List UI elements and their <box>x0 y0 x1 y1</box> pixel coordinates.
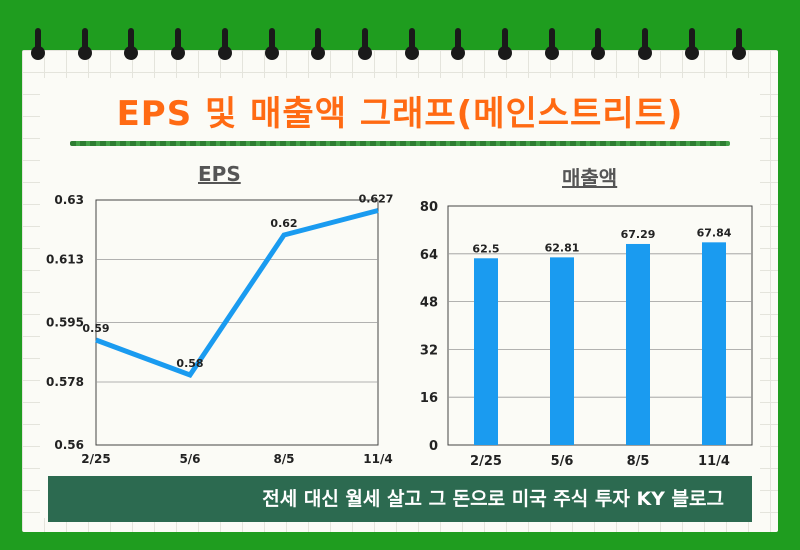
eps-xtick-label: 5/6 <box>179 452 200 466</box>
ring-hole <box>451 46 466 60</box>
revenue-xtick-label: 2/25 <box>470 454 502 469</box>
eps-ytick-label: 0.613 <box>46 253 84 267</box>
ring-hook <box>35 28 41 52</box>
ring-9 <box>403 28 421 64</box>
revenue-bar <box>474 258 498 445</box>
eps-data-label: 0.627 <box>359 193 394 206</box>
revenue-ytick-label: 0 <box>429 439 438 454</box>
eps-data-label: 0.59 <box>82 322 109 335</box>
revenue-ytick-label: 32 <box>420 343 438 358</box>
ring-10 <box>449 28 467 64</box>
ring-hook <box>455 28 462 52</box>
ring-13 <box>589 28 607 64</box>
ring-hole <box>31 46 45 60</box>
ring-hole <box>217 46 232 60</box>
ring-7 <box>309 28 327 64</box>
ring-hole <box>684 46 699 60</box>
eps-chart-title: EPS <box>198 162 241 186</box>
ring-12 <box>543 28 561 64</box>
ring-2 <box>76 28 94 64</box>
revenue-data-label: 62.5 <box>472 242 499 255</box>
ring-11 <box>496 28 514 64</box>
ring-15 <box>683 28 701 64</box>
revenue-bar <box>702 242 726 445</box>
ring-hole <box>731 46 746 60</box>
ring-6 <box>263 28 281 64</box>
ring-hook <box>175 28 182 52</box>
revenue-ytick-label: 80 <box>420 200 438 215</box>
ring-3 <box>122 28 140 64</box>
ring-hook <box>408 28 415 52</box>
ring-hook <box>735 28 742 52</box>
ring-hook <box>642 28 649 52</box>
revenue-xtick-label: 11/4 <box>698 454 730 469</box>
footer-banner: 전세 대신 월세 살고 그 돈으로 미국 주식 투자 KY 블로그 <box>48 476 752 522</box>
ring-hook <box>595 28 602 52</box>
revenue-xtick-label: 8/5 <box>627 454 650 469</box>
ring-hole <box>311 46 326 60</box>
ring-hole <box>404 46 419 60</box>
ring-hole <box>638 46 653 60</box>
eps-data-label: 0.58 <box>176 357 203 370</box>
ring-hole <box>591 46 606 60</box>
ring-hook <box>221 28 228 52</box>
revenue-ytick-label: 64 <box>420 248 438 263</box>
ring-hook <box>361 28 368 52</box>
ring-hook <box>81 28 88 52</box>
revenue-ytick-label: 16 <box>420 391 438 406</box>
ring-16 <box>730 28 748 64</box>
ring-hole <box>498 46 512 60</box>
eps-ytick-label: 0.595 <box>46 316 84 330</box>
eps-ytick-label: 0.578 <box>46 375 84 389</box>
ring-hook <box>688 28 695 52</box>
ring-hole <box>124 46 139 60</box>
eps-data-label: 0.62 <box>270 217 297 230</box>
footer-text: 전세 대신 월세 살고 그 돈으로 미국 주식 투자 KY 블로그 <box>262 488 724 510</box>
eps-xtick-label: 2/25 <box>81 452 110 466</box>
revenue-chart-title: 매출액 <box>562 166 618 190</box>
ring-8 <box>356 28 374 64</box>
ring-hook <box>268 28 275 52</box>
ring-hook <box>315 28 322 52</box>
ring-4 <box>169 28 187 64</box>
eps-series-line <box>95 208 379 379</box>
revenue-xtick-label: 5/6 <box>551 454 574 469</box>
revenue-bar <box>626 243 650 445</box>
revenue-plot-area <box>447 205 753 446</box>
ring-hole <box>264 46 279 60</box>
notebook-rings <box>0 0 800 70</box>
revenue-data-label: 67.84 <box>697 226 732 239</box>
ring-hook <box>502 28 508 52</box>
ring-hole <box>171 46 186 60</box>
revenue-bar <box>550 257 574 445</box>
ring-5 <box>216 28 234 64</box>
ring-hole <box>77 46 92 60</box>
page-title: EPS 및 매출액 그래프(메인스트리트) <box>116 94 684 134</box>
revenue-data-label: 67.29 <box>621 228 656 241</box>
title-underline <box>70 141 730 146</box>
ring-1 <box>29 28 47 64</box>
revenue-data-label: 62.81 <box>545 241 580 254</box>
eps-xtick-label: 11/4 <box>363 452 392 466</box>
ring-hole <box>357 46 372 60</box>
revenue-ytick-label: 48 <box>420 296 438 311</box>
ring-hook <box>128 28 135 52</box>
eps-ytick-label: 0.63 <box>54 193 84 207</box>
eps-xtick-label: 8/5 <box>273 452 294 466</box>
eps-ytick-label: 0.56 <box>54 438 84 452</box>
ring-hook <box>548 28 555 52</box>
ring-14 <box>636 28 654 64</box>
ring-hole <box>544 46 559 60</box>
